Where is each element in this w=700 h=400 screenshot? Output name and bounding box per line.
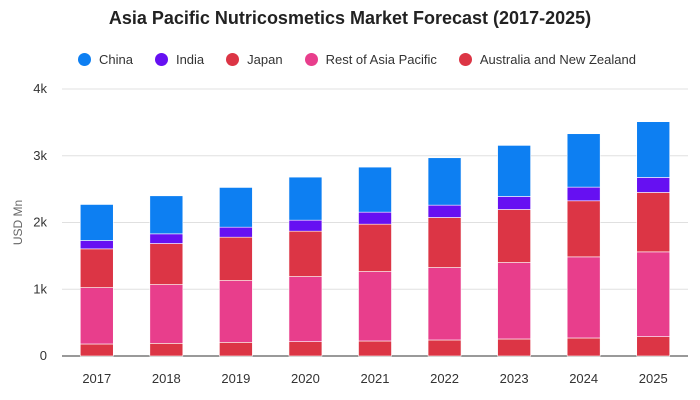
- x-tick-label: 2021: [361, 371, 390, 386]
- y-axis-label: USD Mn: [11, 200, 25, 245]
- chart-legend: China India Japan Rest of Asia Pacific Austr…: [78, 52, 658, 67]
- x-tick-label: 2018: [152, 371, 181, 386]
- bar-segment: [497, 338, 531, 357]
- legend-label: Australia and New Zealand: [479, 52, 636, 67]
- bar-segment: [497, 145, 531, 197]
- legend-swatch: [458, 53, 472, 66]
- legend-swatch: [154, 53, 168, 66]
- legend-item[interactable]: Australia and New Zealand: [458, 52, 636, 67]
- bar-segment: [566, 256, 601, 339]
- bar-segment: [149, 284, 184, 344]
- bar-segment: [427, 204, 462, 218]
- legend-swatch: [304, 53, 318, 66]
- bar-segment: [149, 195, 184, 235]
- bar-segment: [79, 248, 114, 288]
- bar-segment: [219, 342, 253, 357]
- y-tick-label: 2k: [33, 215, 47, 230]
- legend-label: India: [175, 52, 205, 67]
- bar-segment: [288, 176, 323, 221]
- legend-label: China: [99, 52, 133, 67]
- y-tick-label: 1k: [33, 281, 47, 296]
- bar-segment: [636, 177, 671, 193]
- bar-segment: [149, 233, 184, 244]
- bar-segment: [566, 186, 601, 202]
- bar-segment: [427, 267, 462, 341]
- x-tick-label: 2020: [291, 371, 320, 386]
- legend-swatch: [226, 53, 240, 66]
- legend-item[interactable]: Japan: [226, 52, 283, 67]
- legend-item[interactable]: Rest of Asia Pacific: [304, 52, 437, 67]
- bar-segment: [427, 339, 462, 357]
- bar-segment: [566, 133, 601, 188]
- x-tick-label: 2022: [430, 371, 459, 386]
- x-tick-label: 2023: [500, 371, 529, 386]
- legend-swatch: [78, 53, 91, 66]
- bar-segment: [79, 287, 114, 345]
- x-tick-label: 2025: [639, 371, 668, 386]
- bar-segment: [358, 223, 392, 272]
- bar-segment: [149, 343, 184, 357]
- chart-title: Asia Pacific Nutricosmetics Market Forec…: [108, 8, 592, 28]
- bar-segment: [149, 243, 184, 285]
- bar-segment: [219, 187, 253, 228]
- bar-segment: [636, 336, 671, 357]
- legend-label: Rest of Asia Pacific: [325, 52, 437, 67]
- bar-segment: [219, 236, 253, 281]
- bar-segment: [219, 280, 253, 343]
- y-tick-label: 4k: [33, 81, 47, 96]
- bar-segment: [566, 337, 601, 357]
- bar-segment: [427, 217, 462, 268]
- bar-segment: [636, 192, 671, 253]
- x-tick-label: 2019: [221, 371, 250, 386]
- legend-item[interactable]: India: [154, 52, 205, 67]
- y-tick-label: 0: [40, 348, 47, 363]
- bar-segment: [79, 343, 114, 357]
- x-tick-label: 2017: [82, 371, 111, 386]
- bar-segment: [566, 200, 601, 258]
- bar-segment: [288, 230, 323, 277]
- y-tick-label: 3k: [33, 148, 47, 163]
- bar-segment: [497, 262, 531, 340]
- bar-segment: [288, 276, 323, 342]
- bar-segment: [358, 211, 392, 225]
- legend-label: Japan: [247, 52, 283, 67]
- bar-segment: [358, 271, 392, 342]
- x-tick-label: 2024: [569, 371, 598, 386]
- bar-segment: [219, 226, 253, 238]
- bar-segment: [79, 240, 114, 250]
- bar-segment: [288, 219, 323, 232]
- bar-segment: [79, 204, 114, 241]
- bar-segment: [497, 209, 531, 263]
- bar-segment: [358, 166, 392, 213]
- bar-segment: [636, 251, 671, 337]
- bar-segment: [288, 341, 323, 357]
- bar-segment: [358, 340, 392, 357]
- bar-segment: [497, 196, 531, 210]
- bar-segment: [427, 157, 462, 206]
- bar-segment: [636, 121, 671, 178]
- legend-item[interactable]: China: [78, 52, 133, 67]
